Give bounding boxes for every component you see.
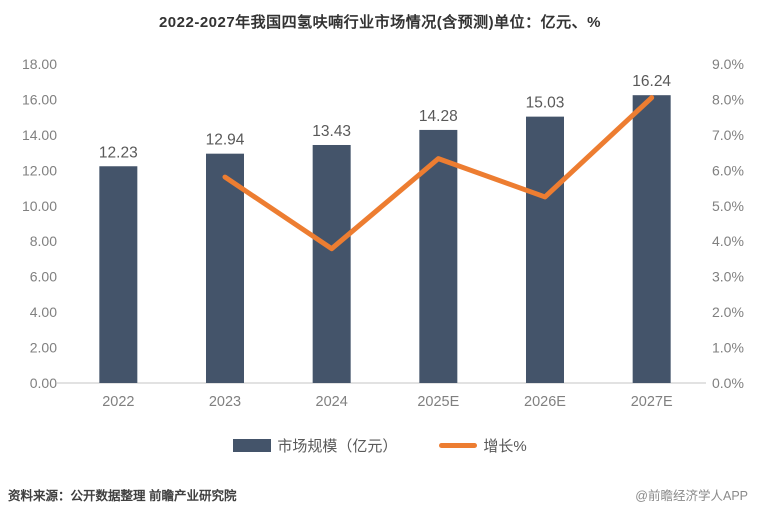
x-axis-label: 2023	[209, 394, 241, 410]
chart-legend: 市场规模（亿元） 增长%	[0, 432, 760, 458]
x-axis-label: 2024	[316, 394, 348, 410]
data-source-text: 资料来源：公开数据整理 前瞻产业研究院	[8, 489, 237, 503]
y-axis-right-tick: 6.0%	[712, 162, 744, 178]
bar-2026E	[526, 116, 564, 383]
y-axis-left-tick: 14.00	[22, 127, 57, 143]
y-axis-left-tick: 6.00	[30, 269, 57, 285]
legend-item-market-size: 市场规模（亿元）	[233, 435, 397, 456]
y-axis-right-tick: 7.0%	[712, 127, 744, 143]
y-axis-left-tick: 10.00	[22, 198, 57, 214]
y-axis-left-tick: 0.00	[30, 375, 57, 391]
bar-value-label: 15.03	[526, 95, 565, 112]
legend-label: 市场规模（亿元）	[277, 437, 398, 455]
y-axis-right-tick: 8.0%	[712, 91, 744, 107]
legend-label: 增长%	[483, 437, 527, 455]
bar-value-label: 12.94	[206, 132, 245, 149]
y-axis-right-tick: 9.0%	[712, 56, 744, 72]
chart-footer: 资料来源：公开数据整理 前瞻产业研究院 @前瞻经济学人APP	[0, 485, 760, 504]
x-axis-label: 2025E	[417, 394, 459, 410]
y-axis-right-tick: 4.0%	[712, 233, 744, 249]
line-swatch-icon	[439, 442, 478, 448]
bar-2024	[312, 144, 351, 383]
chart-canvas: 0.00 2.00 4.00 6.00 8.00 10.00 12.00 14.00 16.00…	[22, 56, 744, 410]
y-axis-left-tick: 8.00	[30, 233, 57, 249]
x-axis-label: 2026E	[524, 394, 566, 410]
bar-value-label: 13.43	[312, 123, 351, 140]
y-axis-right-tick: 0.0%	[712, 375, 744, 391]
legend-item-growth: 增长%	[439, 435, 527, 456]
watermark-text: @前瞻经济学人APP	[635, 489, 748, 503]
bar-value-label: 16.24	[632, 73, 671, 90]
bar-value-label: 12.23	[99, 144, 138, 161]
growth-line	[222, 95, 655, 252]
y-axis-right-tick: 2.0%	[712, 304, 744, 320]
y-axis-right-tick: 1.0%	[712, 340, 744, 356]
y-axis-right-tick: 3.0%	[712, 269, 744, 285]
bar-2022	[99, 166, 138, 383]
y-axis-left-tick: 18.00	[22, 56, 57, 72]
y-axis-left-tick: 2.00	[30, 340, 57, 356]
chart-title: 2022-2027年我国四氢呋喃行业市场情况(含预测)单位：亿元、%	[158, 14, 602, 31]
y-axis-left-tick: 12.00	[22, 162, 57, 178]
bar-value-label: 14.28	[419, 108, 458, 125]
y-axis-left-tick: 16.00	[22, 91, 57, 107]
x-axis-label: 2022	[102, 394, 134, 410]
bar-2027E	[632, 95, 671, 384]
bar-2023	[206, 153, 244, 383]
x-axis-label: 2027E	[631, 394, 673, 410]
y-axis-left-tick: 4.00	[30, 304, 57, 320]
bar-swatch-icon	[233, 438, 272, 452]
y-axis-right-tick: 5.0%	[712, 198, 744, 214]
